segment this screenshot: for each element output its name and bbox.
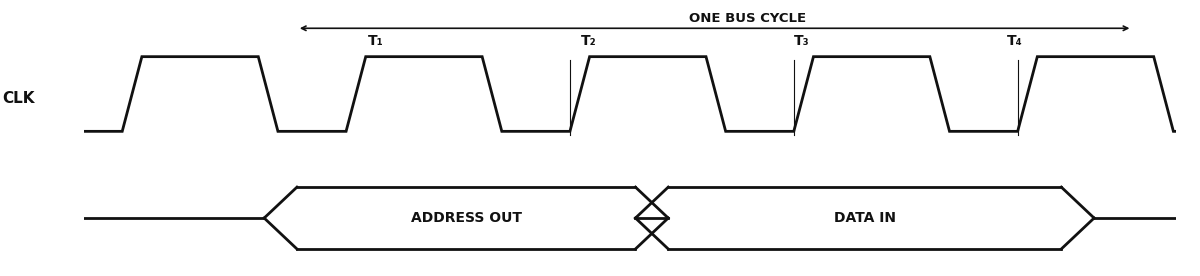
Text: T₄: T₄: [1007, 34, 1022, 48]
Text: DATA IN: DATA IN: [834, 211, 895, 225]
Text: T₁: T₁: [368, 34, 384, 48]
Text: T₂: T₂: [581, 34, 596, 48]
Text: ADDRESS OUT: ADDRESS OUT: [410, 211, 522, 225]
Text: T₃: T₃: [794, 34, 810, 48]
Text: ONE BUS CYCLE: ONE BUS CYCLE: [689, 12, 806, 25]
Text: CLK: CLK: [2, 91, 35, 105]
